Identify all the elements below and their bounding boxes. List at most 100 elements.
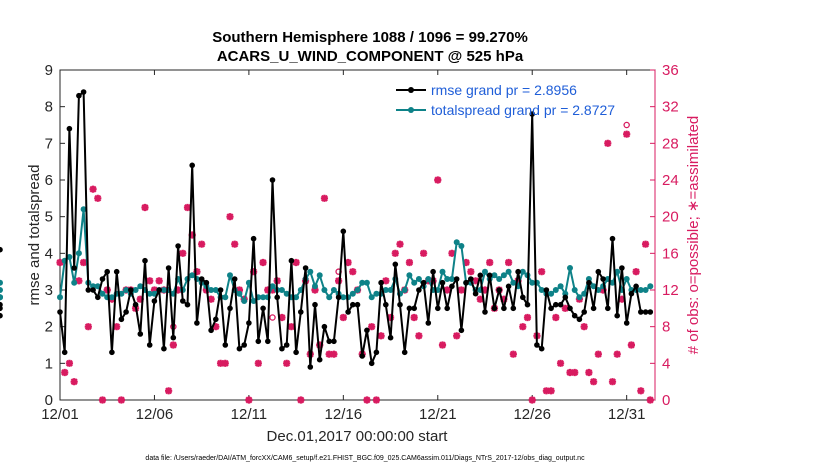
series-point xyxy=(302,265,309,271)
series-point xyxy=(335,294,342,301)
legend: rmse grand pr = 2.8956 totalspread grand… xyxy=(396,82,615,118)
series-point xyxy=(501,305,507,312)
y2-tick-label: 36 xyxy=(662,62,679,79)
series-point xyxy=(477,272,484,279)
obs-assimilated-marker xyxy=(528,396,536,404)
obs-assimilated-marker xyxy=(514,277,522,285)
series-point xyxy=(510,305,517,312)
series-point xyxy=(330,287,337,293)
obs-assimilated-marker xyxy=(94,194,102,202)
obs-assimilated-marker xyxy=(372,396,380,404)
series-point xyxy=(326,338,333,345)
series-point xyxy=(463,279,469,286)
obs-assimilated-marker xyxy=(80,258,88,267)
series-point xyxy=(104,268,110,275)
obs-assimilated-marker xyxy=(608,378,617,386)
x-axis-label: Dec.01,2017 00:00:00 start xyxy=(267,428,449,445)
series-point xyxy=(307,268,314,275)
series-point xyxy=(552,287,559,293)
series-point xyxy=(453,276,460,282)
obs-assimilated-marker xyxy=(363,396,371,404)
series-point xyxy=(180,298,186,304)
obs-assimilated-marker xyxy=(349,268,357,276)
series-point xyxy=(217,287,224,293)
series-point xyxy=(160,287,167,293)
x-axis: 12/01 12/06 12/11 12/16 12/21 12/26 12/31 xyxy=(41,70,645,423)
series-point xyxy=(642,309,649,315)
series-point xyxy=(534,342,540,348)
series-point xyxy=(269,177,276,183)
series-point xyxy=(151,298,158,304)
series-point xyxy=(236,290,243,297)
series-point xyxy=(340,228,347,235)
y-tick-label: 8 xyxy=(45,99,53,116)
series-point xyxy=(411,305,418,312)
series-point xyxy=(439,279,446,286)
series-point xyxy=(208,327,214,334)
obs-assimilated-marker xyxy=(316,341,324,349)
series-point xyxy=(614,268,621,275)
series-point xyxy=(449,283,455,290)
series-point xyxy=(524,301,531,308)
series-point xyxy=(416,287,422,293)
series-point xyxy=(397,301,403,308)
obs-assimilated-marker xyxy=(113,323,121,331)
obs-assimilated-marker xyxy=(146,277,154,285)
series-point xyxy=(647,283,654,290)
series-point xyxy=(373,290,380,297)
obs-assimilated-marker xyxy=(198,240,206,248)
series-point xyxy=(57,309,63,315)
series-point xyxy=(496,287,503,293)
series-point xyxy=(265,338,271,345)
series-point xyxy=(368,294,375,301)
series-point xyxy=(241,342,247,348)
y-tick-label: 5 xyxy=(45,209,53,226)
series-point xyxy=(278,287,285,293)
series-point xyxy=(236,345,243,352)
series-point xyxy=(538,345,545,352)
obs-assimilated-marker xyxy=(216,359,225,367)
obs-assimilated-marker xyxy=(590,378,598,386)
obs-assimilated-marker xyxy=(207,295,215,303)
series-point xyxy=(586,279,592,286)
series-point xyxy=(137,283,144,290)
y-axis-label: rmse and totalspread xyxy=(26,165,43,306)
series-point xyxy=(637,287,644,293)
obs-assimilated-marker xyxy=(179,249,187,257)
y2-tick-label: 8 xyxy=(662,319,670,336)
series-point xyxy=(448,276,455,282)
series-point xyxy=(108,294,115,301)
series-point xyxy=(595,268,602,275)
obs-assimilated-marker xyxy=(481,286,489,294)
obs-assimilated-marker xyxy=(292,258,300,267)
series-point xyxy=(553,301,559,308)
series-point xyxy=(430,268,436,275)
series-point xyxy=(567,265,573,271)
series-point xyxy=(472,290,479,297)
series-point xyxy=(642,287,649,293)
series-point xyxy=(170,334,177,341)
series-point xyxy=(208,287,215,293)
series-point xyxy=(363,279,370,286)
obs-assimilated-marker xyxy=(580,323,588,331)
legend-rmse-label: rmse grand pr = 2.8956 xyxy=(431,82,577,98)
series-point xyxy=(623,320,630,326)
obs-assimilated-marker xyxy=(566,368,574,377)
series-point xyxy=(132,287,139,293)
series-point xyxy=(415,276,422,282)
obs-assimilated-marker xyxy=(632,268,640,276)
x-tick-label: 12/11 xyxy=(231,406,267,423)
series-point xyxy=(538,287,545,293)
series-point xyxy=(605,305,611,312)
obs-assimilated-marker xyxy=(221,359,229,367)
series-point xyxy=(165,265,172,271)
obs-possible-marker xyxy=(623,121,630,129)
obs-assimilated-marker xyxy=(519,323,527,331)
series-point xyxy=(350,301,356,308)
series-point xyxy=(184,301,191,308)
plot-area xyxy=(59,69,656,401)
series-point xyxy=(491,305,498,312)
obs-assimilated-marker xyxy=(297,396,305,404)
series-point xyxy=(600,276,606,282)
series-point xyxy=(468,276,474,282)
